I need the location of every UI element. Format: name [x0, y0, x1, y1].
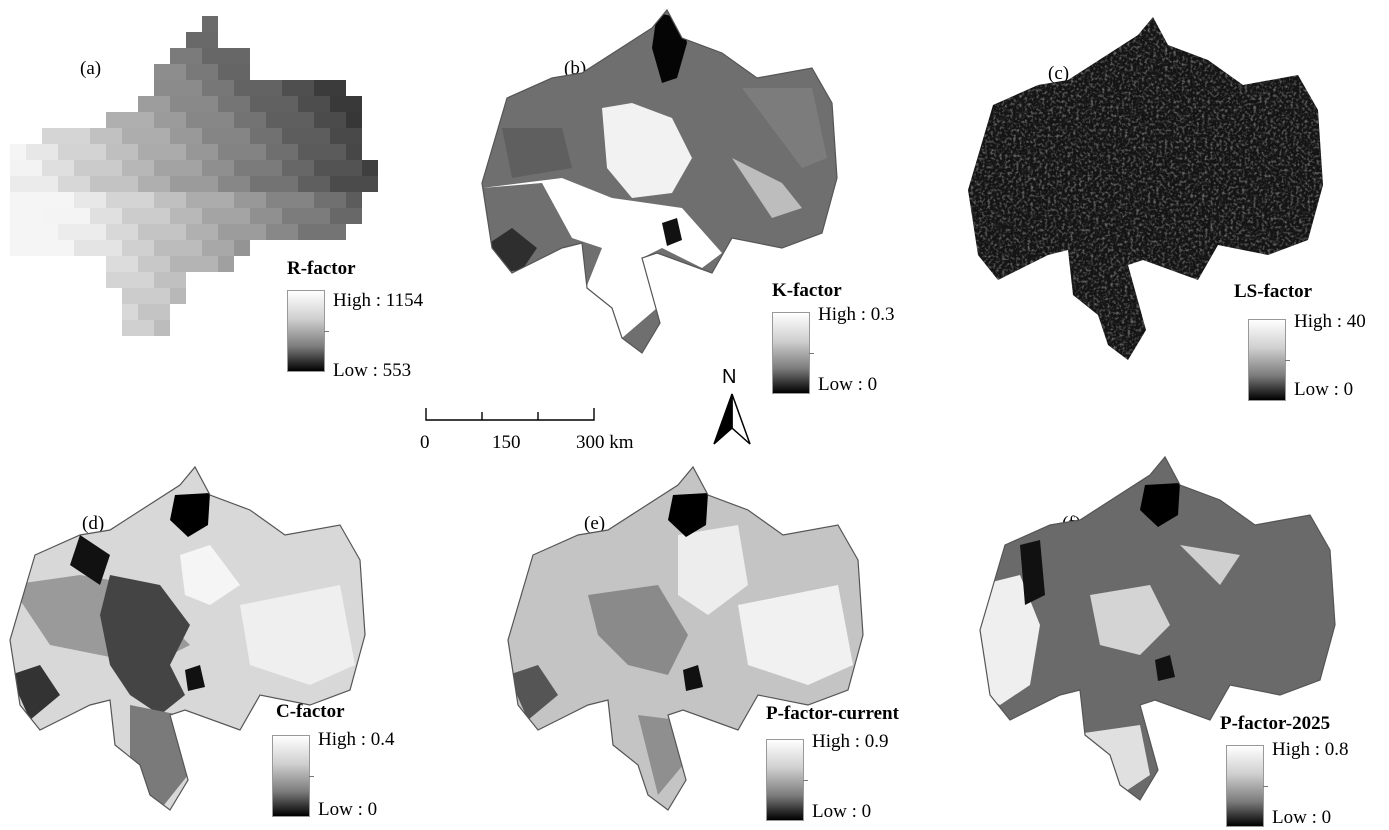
- legend-color-ramp: [1248, 319, 1290, 401]
- legend-high: High : 0.4: [318, 729, 395, 750]
- r-factor-raster: [10, 16, 378, 336]
- ls-factor-map: [968, 17, 1323, 360]
- legend-color-ramp: [772, 312, 814, 394]
- legend-high: High : 1154: [333, 290, 424, 311]
- legend-high: High : 0.3: [818, 304, 895, 325]
- legend-color-ramp: [287, 290, 329, 372]
- north-arrow-icon: [713, 393, 751, 445]
- scale-bar: 0 150 300 km: [420, 400, 670, 460]
- legend-title: K-factor: [772, 280, 842, 301]
- legend-color-ramp: [1226, 745, 1268, 827]
- legend-title: P-factor-2025: [1220, 713, 1331, 734]
- legend-title: P-factor-current: [766, 703, 899, 724]
- panel-p-factor-2025: (f) P-factor-2025 High : 0.8 Low : 0: [979, 455, 1389, 830]
- legend-high: High : 0.8: [1272, 739, 1349, 760]
- scale-tick-0: 0: [420, 432, 430, 453]
- c-factor-map: [9, 466, 366, 811]
- legend-high: High : 0.9: [812, 731, 889, 752]
- legend-low: Low : 0: [318, 799, 378, 820]
- legend-title: LS-factor: [1234, 281, 1313, 302]
- k-factor-map: [481, 9, 838, 354]
- p-factor-current-map: [507, 466, 864, 811]
- scale-tick-300: 300 km: [576, 432, 634, 453]
- p-factor-2025-map: [979, 456, 1336, 801]
- north-label: N: [722, 366, 737, 388]
- legend-low: Low : 553: [333, 360, 412, 381]
- panel-c-factor: (d) C-factor High : 0.4 Low : 0: [9, 465, 430, 830]
- legend-title: C-factor: [276, 701, 345, 722]
- legend-color-ramp: [272, 735, 314, 817]
- legend-color-ramp: [766, 739, 808, 821]
- panel-letter: (d): [82, 513, 105, 534]
- panel-letter: (e): [584, 513, 606, 534]
- panel-letter: (a): [80, 58, 102, 79]
- legend-low: Low : 0: [1294, 379, 1354, 400]
- legend-title: R-factor: [287, 258, 356, 279]
- legend-low: Low : 0: [812, 801, 872, 822]
- legend-low: Low : 0: [1272, 807, 1332, 828]
- panel-p-factor-current: (e) P-factor-current High : 0.9 Low : 0: [507, 465, 928, 830]
- legend-low: Low : 0: [818, 374, 878, 395]
- legend-high: High : 40: [1294, 311, 1366, 332]
- scale-tick-150: 150: [492, 432, 521, 453]
- panel-r-factor: (a) R-factor High : 1154 Low : 553: [0, 0, 423, 390]
- north-arrow: N: [712, 366, 752, 456]
- panel-ls-factor: (c) LS-factor High : 40 Low : 0: [968, 15, 1388, 405]
- panel-k-factor: (b) K-factor High : 0.3 Low : 0: [481, 8, 902, 398]
- panel-letter: (c): [1048, 63, 1070, 84]
